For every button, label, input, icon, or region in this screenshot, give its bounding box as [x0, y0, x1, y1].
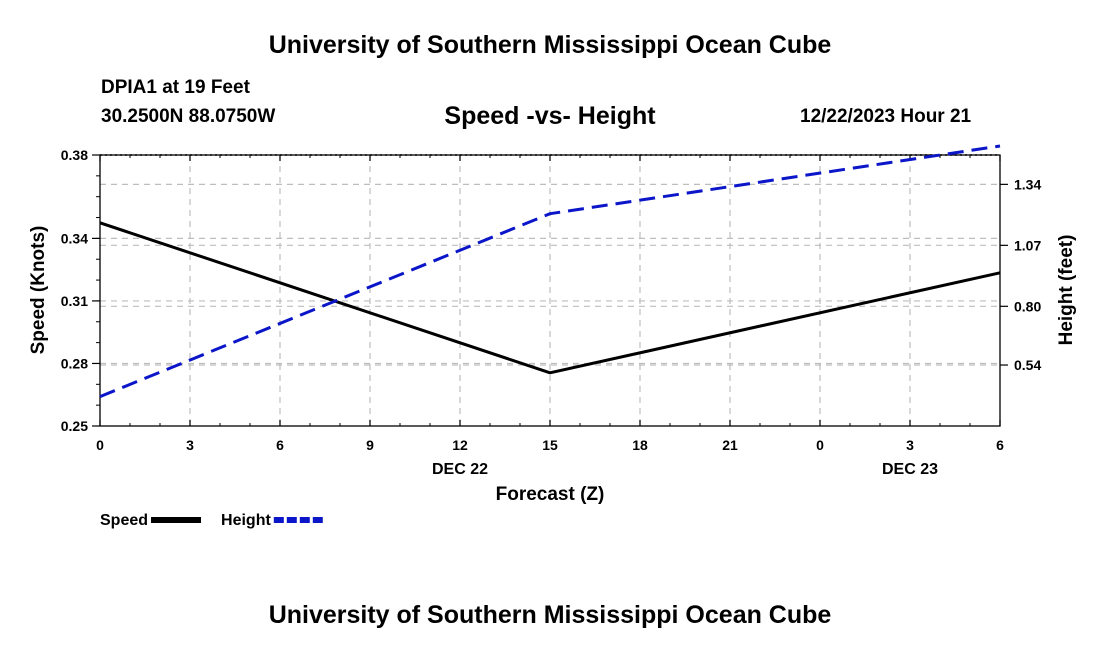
- y2-axis-label: Height (feet): [1056, 235, 1077, 346]
- x-tick-label: 9: [366, 437, 374, 453]
- y2-tick-label: 0.80: [1014, 298, 1041, 314]
- x-tick-label: 0: [816, 437, 824, 453]
- date-label: DEC 23: [882, 461, 938, 478]
- date-label: DEC 22: [432, 461, 488, 478]
- legend-label-height: Height: [221, 512, 271, 529]
- station-label: DPIA1 at 19 Feet: [101, 77, 250, 98]
- y-tick-label: 0.38: [61, 147, 88, 163]
- x-tick-label: 3: [906, 437, 914, 453]
- datetime-label: 12/22/2023 Hour 21: [800, 106, 972, 127]
- y-tick-label: 0.34: [61, 230, 88, 246]
- x-tick-label: 6: [276, 437, 284, 453]
- y2-tick-label: 1.34: [1014, 176, 1041, 192]
- y2-tick-label: 1.07: [1014, 237, 1041, 253]
- x-tick-label: 0: [96, 437, 104, 453]
- tick-labels: 0 3 6 9 12 15 18 21 0 3 6 DEC 22 DEC 23 0.25 0.28 0.31 0…: [61, 147, 1042, 478]
- chart-title: Speed -vs- Height: [444, 102, 656, 130]
- x-tick-label: 3: [186, 437, 194, 453]
- x-tick-label: 21: [722, 437, 738, 453]
- x-axis-label: Forecast (Z): [496, 484, 605, 505]
- y-axis-label: Speed (Knots): [28, 226, 49, 355]
- y-tick-label: 0.31: [61, 293, 88, 309]
- x-tick-label: 18: [632, 437, 648, 453]
- series-lines: [99, 144, 1001, 398]
- y-tick-label: 0.25: [61, 418, 88, 434]
- axis-ticks: [92, 154, 1008, 427]
- x-tick-label: 6: [996, 437, 1004, 453]
- legend-label-speed: Speed: [100, 512, 148, 529]
- x-tick-label: 15: [542, 437, 558, 453]
- coordinates-label: 30.2500N 88.0750W: [101, 106, 276, 127]
- y-tick-label: 0.28: [61, 355, 88, 371]
- series-line-height: [99, 144, 1001, 398]
- grid-lines: [100, 155, 1000, 426]
- main-title: University of Southern Mississippi Ocean…: [268, 31, 832, 59]
- series-line-speed: [99, 221, 1001, 375]
- y2-tick-label: 0.54: [1014, 357, 1041, 373]
- footer-title: University of Southern Mississippi Ocean…: [268, 601, 832, 629]
- x-tick-label: 12: [452, 437, 468, 453]
- legend: Speed Height: [100, 512, 324, 529]
